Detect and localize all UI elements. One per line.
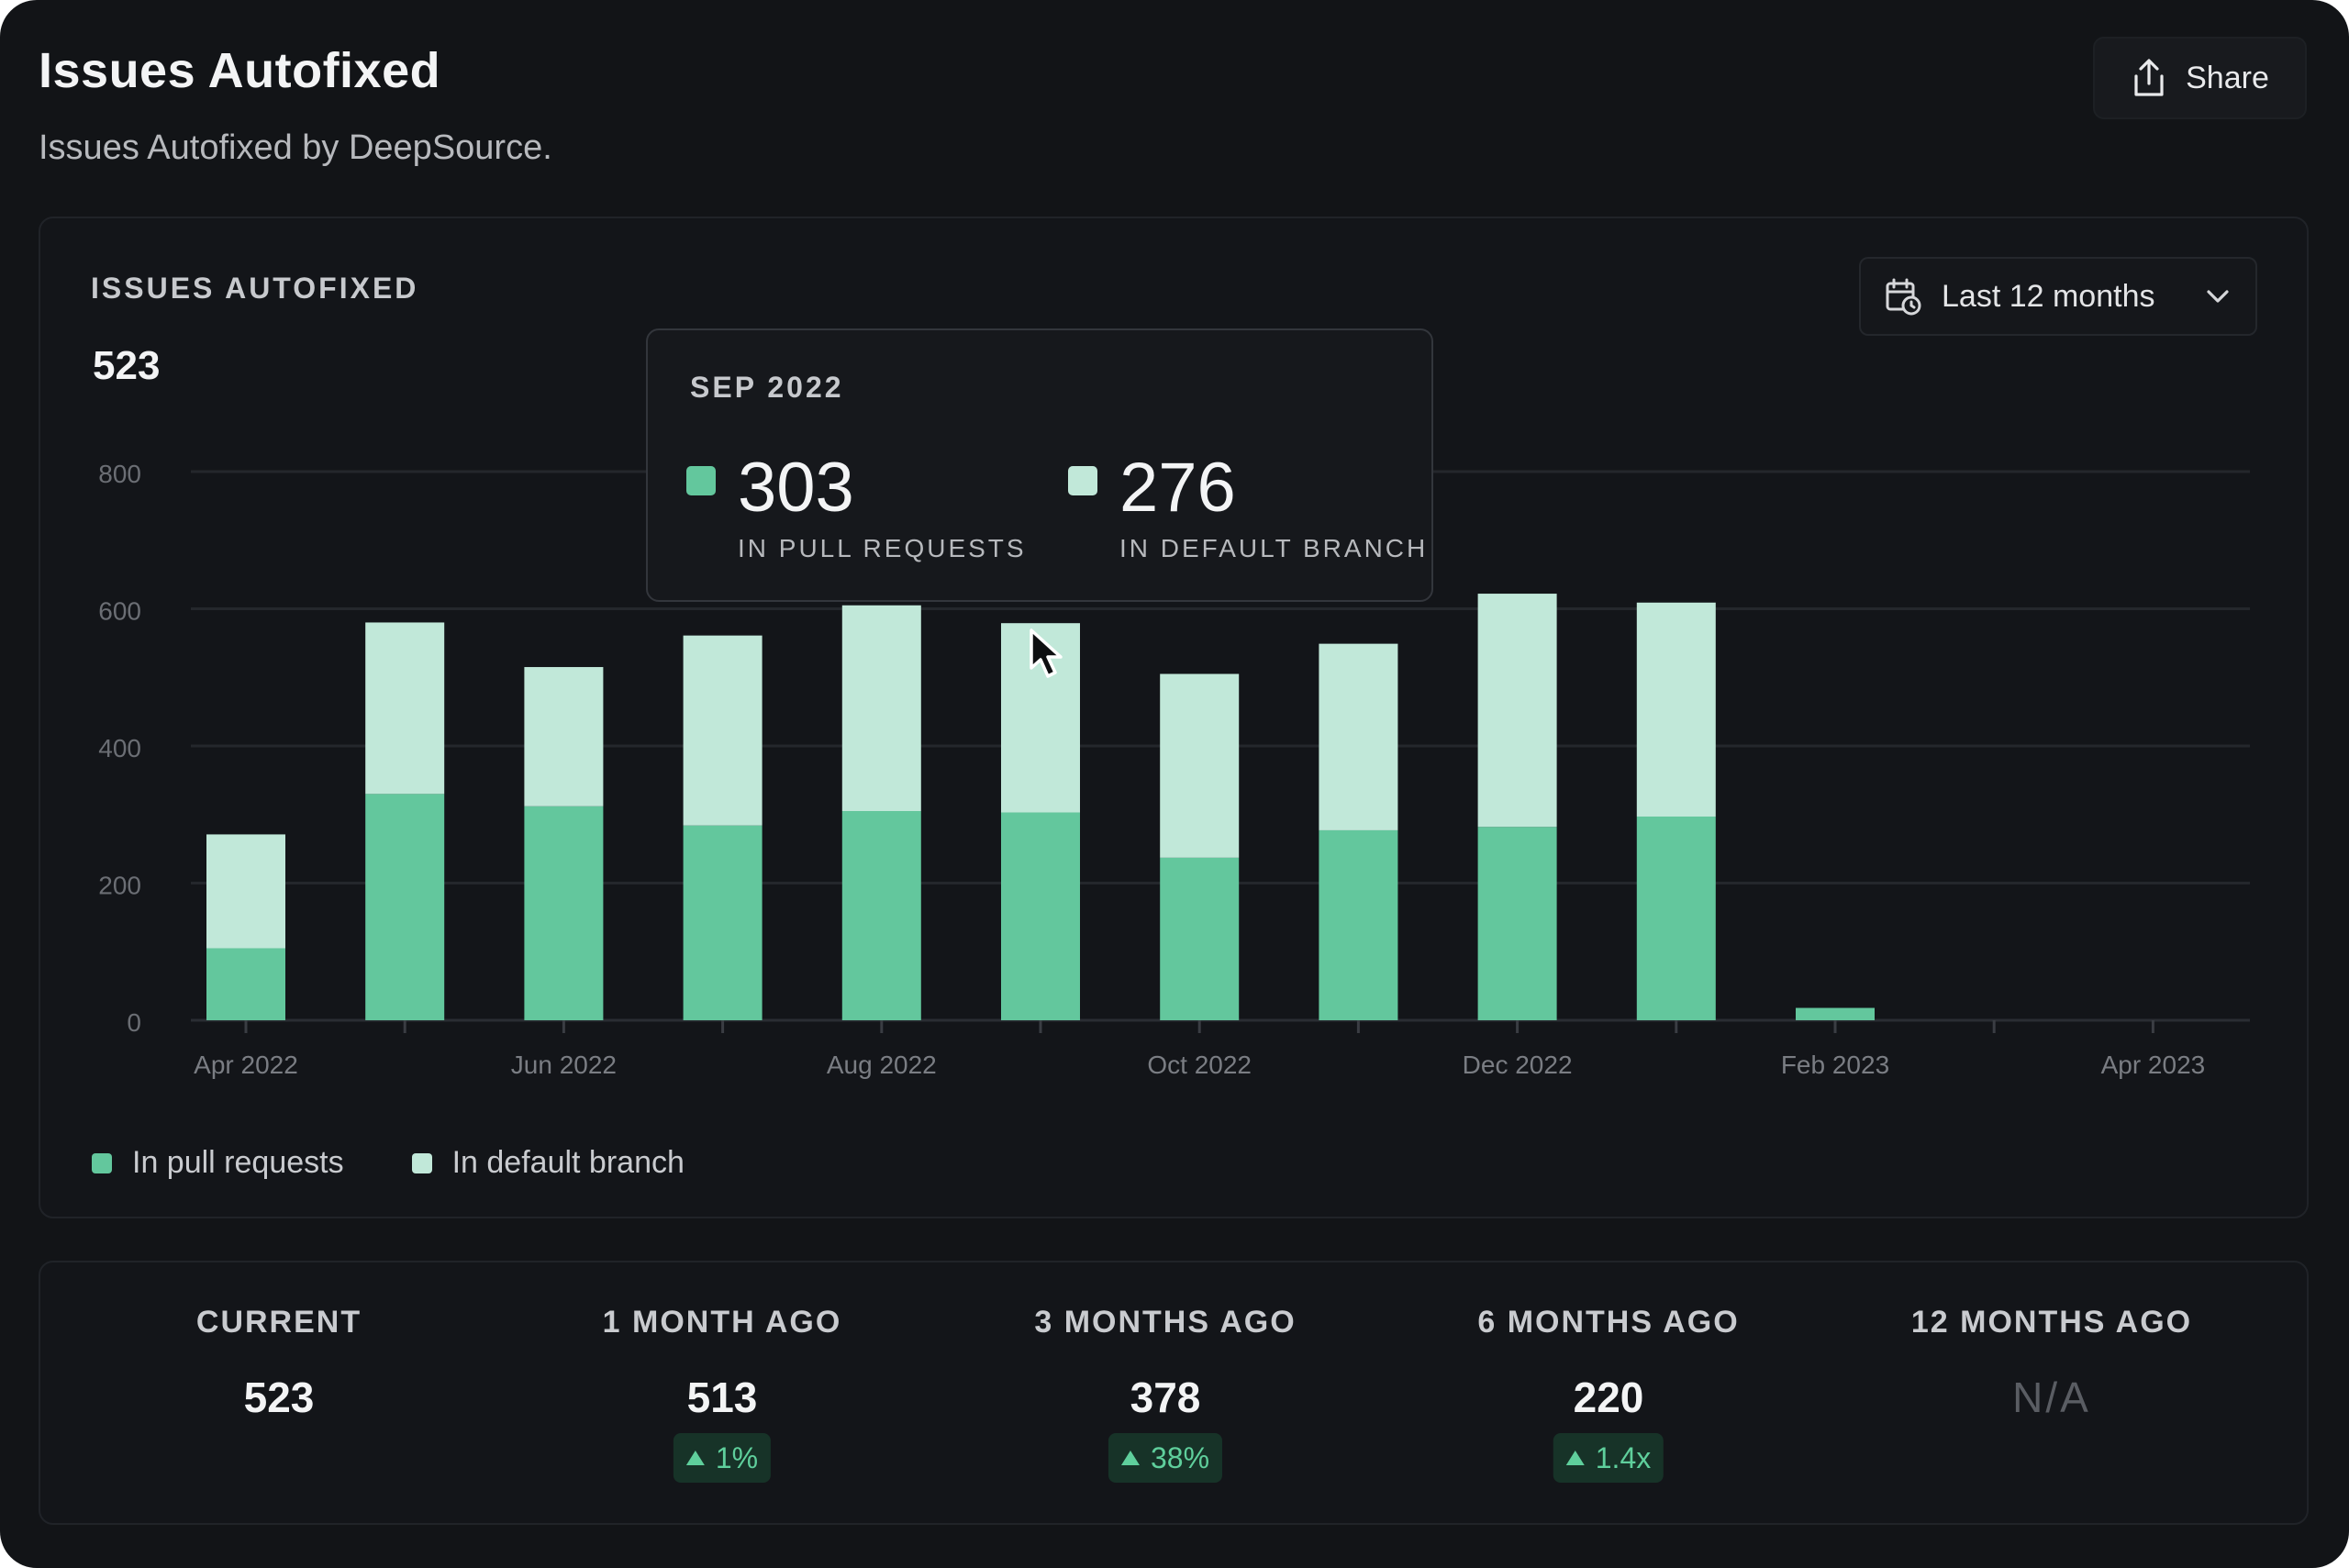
bar-default-branch — [841, 605, 921, 812]
x-tick-label: Jun 2022 — [511, 1051, 617, 1079]
trend-up-icon — [1565, 1451, 1585, 1465]
y-tick-label: 400 — [98, 734, 141, 762]
date-range-select[interactable]: Last 12 months — [1859, 257, 2257, 336]
x-tick-label: Dec 2022 — [1463, 1051, 1573, 1079]
legend-item-pull-requests[interactable]: In pull requests — [92, 1145, 344, 1181]
bar-default-branch — [683, 635, 763, 826]
bar-pull-requests — [683, 825, 763, 1020]
stat-value: 523 — [243, 1373, 315, 1421]
chart-card: ISSUES AUTOFIXED 523 Last 12 months 0 200… — [39, 217, 2309, 1218]
x-tick-label: Oct 2022 — [1147, 1051, 1252, 1079]
bar-pull-requests — [524, 806, 604, 1020]
bar-pull-requests — [206, 948, 285, 1020]
bar-pull-requests — [1001, 812, 1080, 1020]
calendar-clock-icon — [1886, 278, 1921, 316]
chart-heading: ISSUES AUTOFIXED — [91, 272, 419, 305]
bar-pull-requests — [1160, 857, 1240, 1020]
stat-label: 12 MONTHS AGO — [1910, 1305, 2193, 1340]
x-tick-label: Aug 2022 — [827, 1051, 937, 1079]
stat-value: N/A — [2012, 1373, 2091, 1421]
y-tick-label: 600 — [98, 597, 141, 626]
stat-value: 378 — [1130, 1373, 1201, 1421]
tooltip-pr-caption: IN PULL REQUESTS — [738, 534, 1027, 562]
bar-default-branch — [206, 834, 285, 949]
change-value: 1% — [715, 1440, 759, 1474]
legend-swatch-pull-requests — [92, 1152, 112, 1173]
chart-total: 523 — [93, 343, 161, 388]
legend-label-pull-requests: In pull requests — [132, 1145, 344, 1180]
mouse-pointer-icon — [1030, 628, 1063, 678]
trend-up-icon — [685, 1451, 705, 1465]
trend-up-icon — [1120, 1451, 1140, 1465]
chevron-down-icon — [2207, 290, 2229, 303]
change-badge: 38% — [1108, 1433, 1223, 1483]
bar-default-branch — [524, 667, 604, 806]
bar-pull-requests — [1636, 816, 1716, 1020]
share-icon — [2134, 59, 2164, 96]
tooltip-pr-value: 303 — [738, 449, 854, 527]
y-tick-label: 0 — [127, 1008, 141, 1037]
share-button[interactable]: Share — [2093, 37, 2307, 119]
tooltip-default-value: 276 — [1119, 449, 1236, 527]
x-tick-label: Apr 2022 — [194, 1051, 298, 1079]
stat-label: CURRENT — [195, 1305, 362, 1340]
tooltip-swatch-pull-requests — [686, 466, 716, 495]
x-tick-label: Feb 2023 — [1781, 1051, 1889, 1079]
chart-tooltip: SEP 2022 303 IN PULL REQUESTS 276 IN DEF… — [646, 328, 1433, 602]
bar-default-branch — [1319, 643, 1398, 830]
date-range-label: Last 12 months — [1942, 278, 2155, 314]
stat-value: 220 — [1573, 1373, 1644, 1421]
page-subtitle: Issues Autofixed by DeepSource. — [39, 128, 552, 167]
bar-pull-requests — [1796, 1007, 1875, 1020]
legend-swatch-default-branch — [411, 1152, 432, 1173]
chart-legend: In pull requests In default branch — [92, 1145, 685, 1181]
bar-pull-requests — [1319, 829, 1398, 1020]
tooltip-date: SEP 2022 — [690, 371, 844, 404]
bar-pull-requests — [1477, 827, 1557, 1020]
stat-label: 1 MONTH AGO — [602, 1305, 842, 1340]
bar-pull-requests — [365, 794, 445, 1020]
bar-default-branch — [365, 622, 445, 795]
tooltip-default-caption: IN DEFAULT BRANCH — [1119, 534, 1429, 562]
x-tick-label: Apr 2023 — [2101, 1051, 2206, 1079]
stat-label: 3 MONTHS AGO — [1034, 1305, 1297, 1340]
bar-default-branch — [1477, 594, 1557, 828]
change-value: 1.4x — [1595, 1440, 1652, 1474]
bar-default-branch — [1160, 673, 1240, 858]
legend-item-default-branch[interactable]: In default branch — [411, 1145, 685, 1181]
tooltip-swatch-default-branch — [1068, 466, 1097, 495]
stat-label: 6 MONTHS AGO — [1477, 1305, 1740, 1340]
change-badge: 1% — [673, 1433, 772, 1483]
change-badge: 1.4x — [1553, 1433, 1664, 1483]
y-tick-label: 200 — [98, 872, 141, 900]
y-tick-label: 800 — [98, 460, 141, 488]
page-title: Issues Autofixed — [39, 43, 441, 98]
bar-pull-requests — [841, 811, 921, 1020]
stats-card: CURRENT 523 1 MONTH AGO 513 1% 3 MONTHS … — [39, 1261, 2309, 1525]
stat-value: 513 — [686, 1373, 758, 1421]
change-value: 38% — [1150, 1440, 1210, 1474]
bar-default-branch — [1636, 602, 1716, 817]
share-label: Share — [2186, 60, 2269, 95]
legend-label-default-branch: In default branch — [451, 1145, 685, 1180]
